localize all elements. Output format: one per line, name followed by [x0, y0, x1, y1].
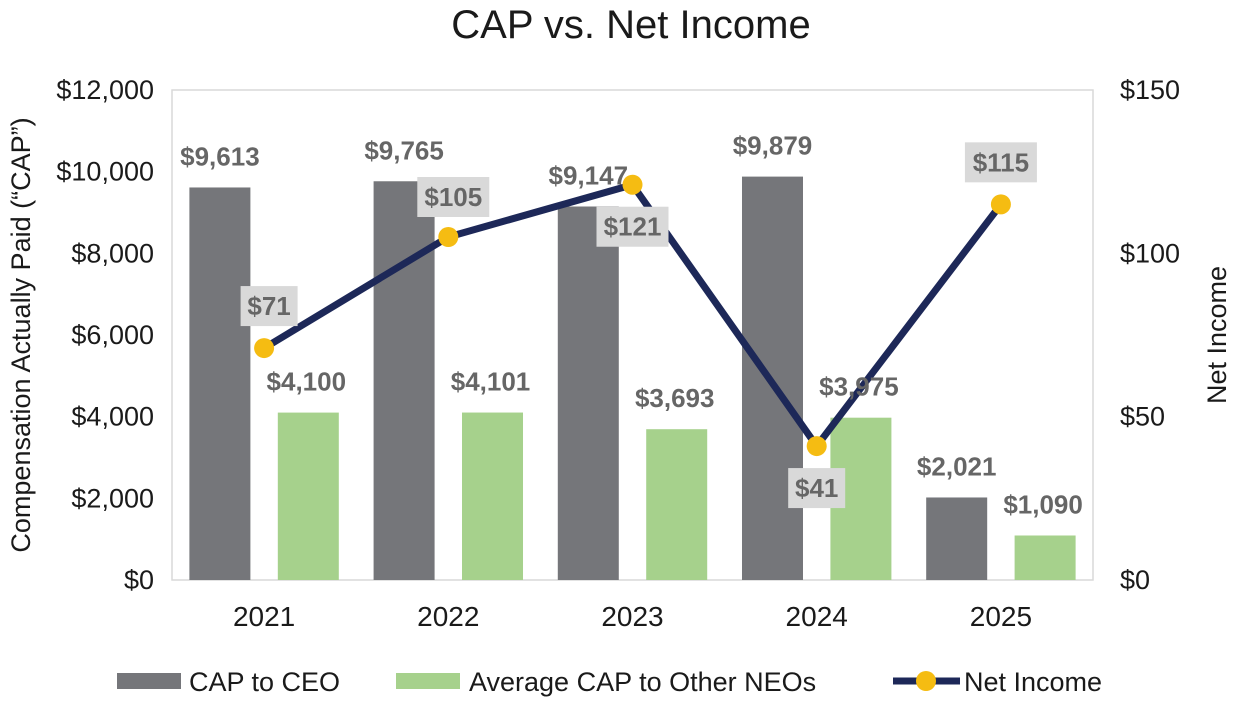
net-income-marker: [990, 194, 1011, 215]
bar-cap-neo: [277, 412, 339, 580]
net-income-marker: [806, 436, 827, 457]
bar-cap-neo: [462, 412, 524, 580]
x-tick-label: 2021: [233, 601, 295, 632]
y2-tick-label: $150: [1120, 75, 1180, 105]
x-tick-label: 2023: [601, 601, 663, 632]
line-data-label: $115: [973, 147, 1029, 177]
y2-tick-label: $50: [1120, 402, 1165, 432]
line-data-label: $121: [604, 212, 662, 242]
right-axis-ticks: $0 $50 $100 $150: [1120, 75, 1180, 595]
y-tick-label: $2,000: [71, 483, 154, 513]
net-income-marker: [254, 338, 275, 359]
bar-cap-neo: [646, 429, 708, 580]
legend-label-net-income: Net Income: [964, 667, 1102, 697]
y2-tick-label: $0: [1120, 565, 1150, 595]
y2-axis-label: Net Income: [1202, 266, 1232, 404]
y-tick-label: $12,000: [56, 75, 154, 105]
line-label-box: [788, 468, 846, 509]
y-tick-label: $4,000: [71, 402, 154, 432]
line-label-box: [240, 286, 298, 327]
bar-data-label: $3,975: [819, 372, 899, 402]
legend-swatch-cap-neo: [396, 673, 460, 689]
bar-cap-neo: [1014, 535, 1076, 580]
legend-swatch-cap-ceo: [117, 673, 181, 689]
legend-marker-net-income: [916, 671, 936, 691]
net-income-line-group: [254, 174, 1011, 457]
bar-data-label: $9,613: [180, 141, 260, 171]
bar-data-label: $9,765: [364, 135, 444, 165]
legend: CAP to CEO Average CAP to Other NEOs Net I…: [117, 667, 1102, 697]
x-axis-ticks: 2021 2022 2023 2024 2025: [233, 601, 1032, 632]
bar-cap-ceo: [557, 206, 619, 580]
bar-cap-ceo: [373, 181, 435, 580]
x-tick-label: 2024: [786, 601, 848, 632]
line-label-box: [417, 177, 490, 217]
bar-data-label: $4,101: [451, 367, 531, 397]
bars-group: [189, 176, 1076, 581]
line-data-label: $41: [795, 473, 838, 503]
x-tick-label: 2025: [970, 601, 1032, 632]
chart-title: CAP vs. Net Income: [451, 3, 810, 47]
y2-tick-label: $100: [1120, 238, 1180, 268]
bar-data-label: $2,021: [917, 451, 997, 481]
net-income-marker: [438, 227, 459, 247]
left-axis-ticks: $0 $2,000 $4,000 $6,000 $8,000 $10,000 $12,000: [56, 75, 154, 595]
y-tick-label: $6,000: [71, 320, 154, 350]
bar-data-label: $4,100: [267, 367, 347, 397]
y-tick-label: $10,000: [56, 157, 154, 187]
line-label-box: [964, 142, 1037, 183]
bar-labels-group: $9,613 $9,765 $9,147 $9,879 $2,021 $4,100 $4,1…: [180, 131, 1083, 520]
line-label-box: [596, 206, 669, 247]
legend-label-cap-neo: Average CAP to Other NEOs: [469, 667, 816, 697]
plot-area: [171, 89, 1094, 581]
bar-data-label: $1,090: [1003, 489, 1083, 519]
y-tick-label: $0: [124, 565, 154, 595]
line-labels-group: $71 $105 $121 $41 $115: [240, 142, 1037, 509]
bar-cap-ceo: [926, 497, 988, 580]
x-tick-label: 2022: [417, 601, 479, 632]
y-tick-label: $8,000: [71, 238, 154, 268]
y-axis-label: Compensation Actually Paid (“CAP”): [6, 117, 36, 552]
bar-data-label: $9,147: [549, 160, 629, 190]
line-data-label: $105: [424, 182, 482, 212]
bar-cap-ceo: [189, 187, 251, 580]
bar-data-label: $9,879: [733, 131, 813, 161]
net-income-marker: [622, 174, 643, 195]
bar-data-label: $3,693: [635, 383, 715, 413]
line-data-label: $71: [247, 291, 290, 321]
legend-label-cap-ceo: CAP to CEO: [189, 667, 340, 697]
